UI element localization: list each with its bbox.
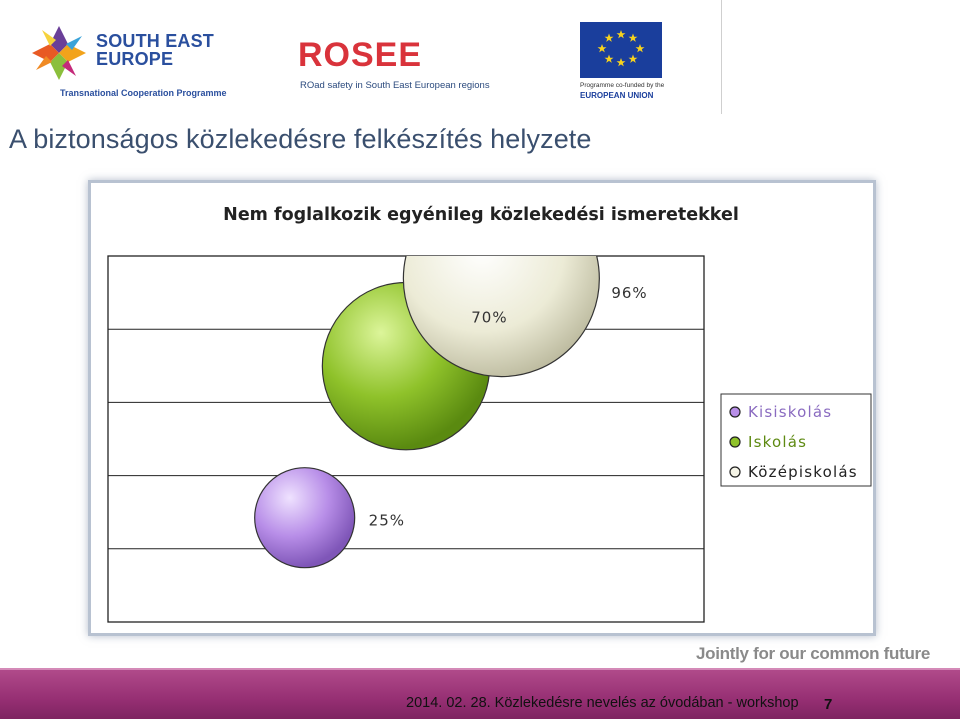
legend-swatch <box>729 406 741 418</box>
page-title: A biztonságos közlekedésre felkészítés h… <box>9 124 592 154</box>
bubble-középiskolás <box>402 256 600 378</box>
legend-label: Kisiskolás <box>748 403 832 421</box>
legend-swatch <box>729 466 741 478</box>
eu-flag-icon <box>580 22 662 78</box>
south-east-europe-logo: SOUTH EAST EUROPE Transnational Cooperat… <box>28 22 228 102</box>
bubble-chart: Nem foglalkozik egyénileg közlekedési is… <box>107 205 872 623</box>
eu-logo-line2: EUROPEAN UNION <box>580 91 654 100</box>
footer-accent-line <box>0 668 960 670</box>
see-flower-icon <box>32 26 86 80</box>
legend-box <box>720 393 872 487</box>
page-number: 7 <box>824 696 833 713</box>
rosee-logo: ROSEE ROad safety in South East European… <box>298 36 508 96</box>
header-divider <box>721 0 722 114</box>
footer-text: 2014. 02. 28. Közlekedésre nevelés az óv… <box>406 695 799 711</box>
footer-tagline: Jointly for our common future <box>696 644 931 663</box>
data-label: 70% <box>471 309 507 327</box>
data-label: 96% <box>611 284 647 302</box>
footer-bar <box>0 670 960 719</box>
chart-frame: Nem foglalkozik egyénileg közlekedési is… <box>88 180 876 636</box>
legend-swatch <box>729 436 741 448</box>
legend-label: Középiskolás <box>748 463 858 481</box>
rosee-logo-name: ROSEE <box>298 36 423 74</box>
bubble-kisiskolás <box>254 467 356 569</box>
rosee-logo-subtitle: ROad safety in South East European regio… <box>300 80 490 91</box>
eu-logo: Programme co-funded by the EUROPEAN UNIO… <box>578 22 668 102</box>
legend-label: Iskolás <box>748 433 807 451</box>
see-logo-subtitle: Transnational Cooperation Programme <box>60 88 227 98</box>
data-label: 25% <box>369 512 405 530</box>
plot-area: 25% 70% 96% <box>107 255 705 623</box>
chart-legend: Kisiskolás Iskolás Középiskolás <box>720 393 872 487</box>
see-logo-text: SOUTH EAST EUROPE <box>96 31 215 69</box>
chart-title: Nem foglalkozik egyénileg közlekedési is… <box>223 205 739 225</box>
eu-logo-line1: Programme co-funded by the <box>580 82 665 89</box>
